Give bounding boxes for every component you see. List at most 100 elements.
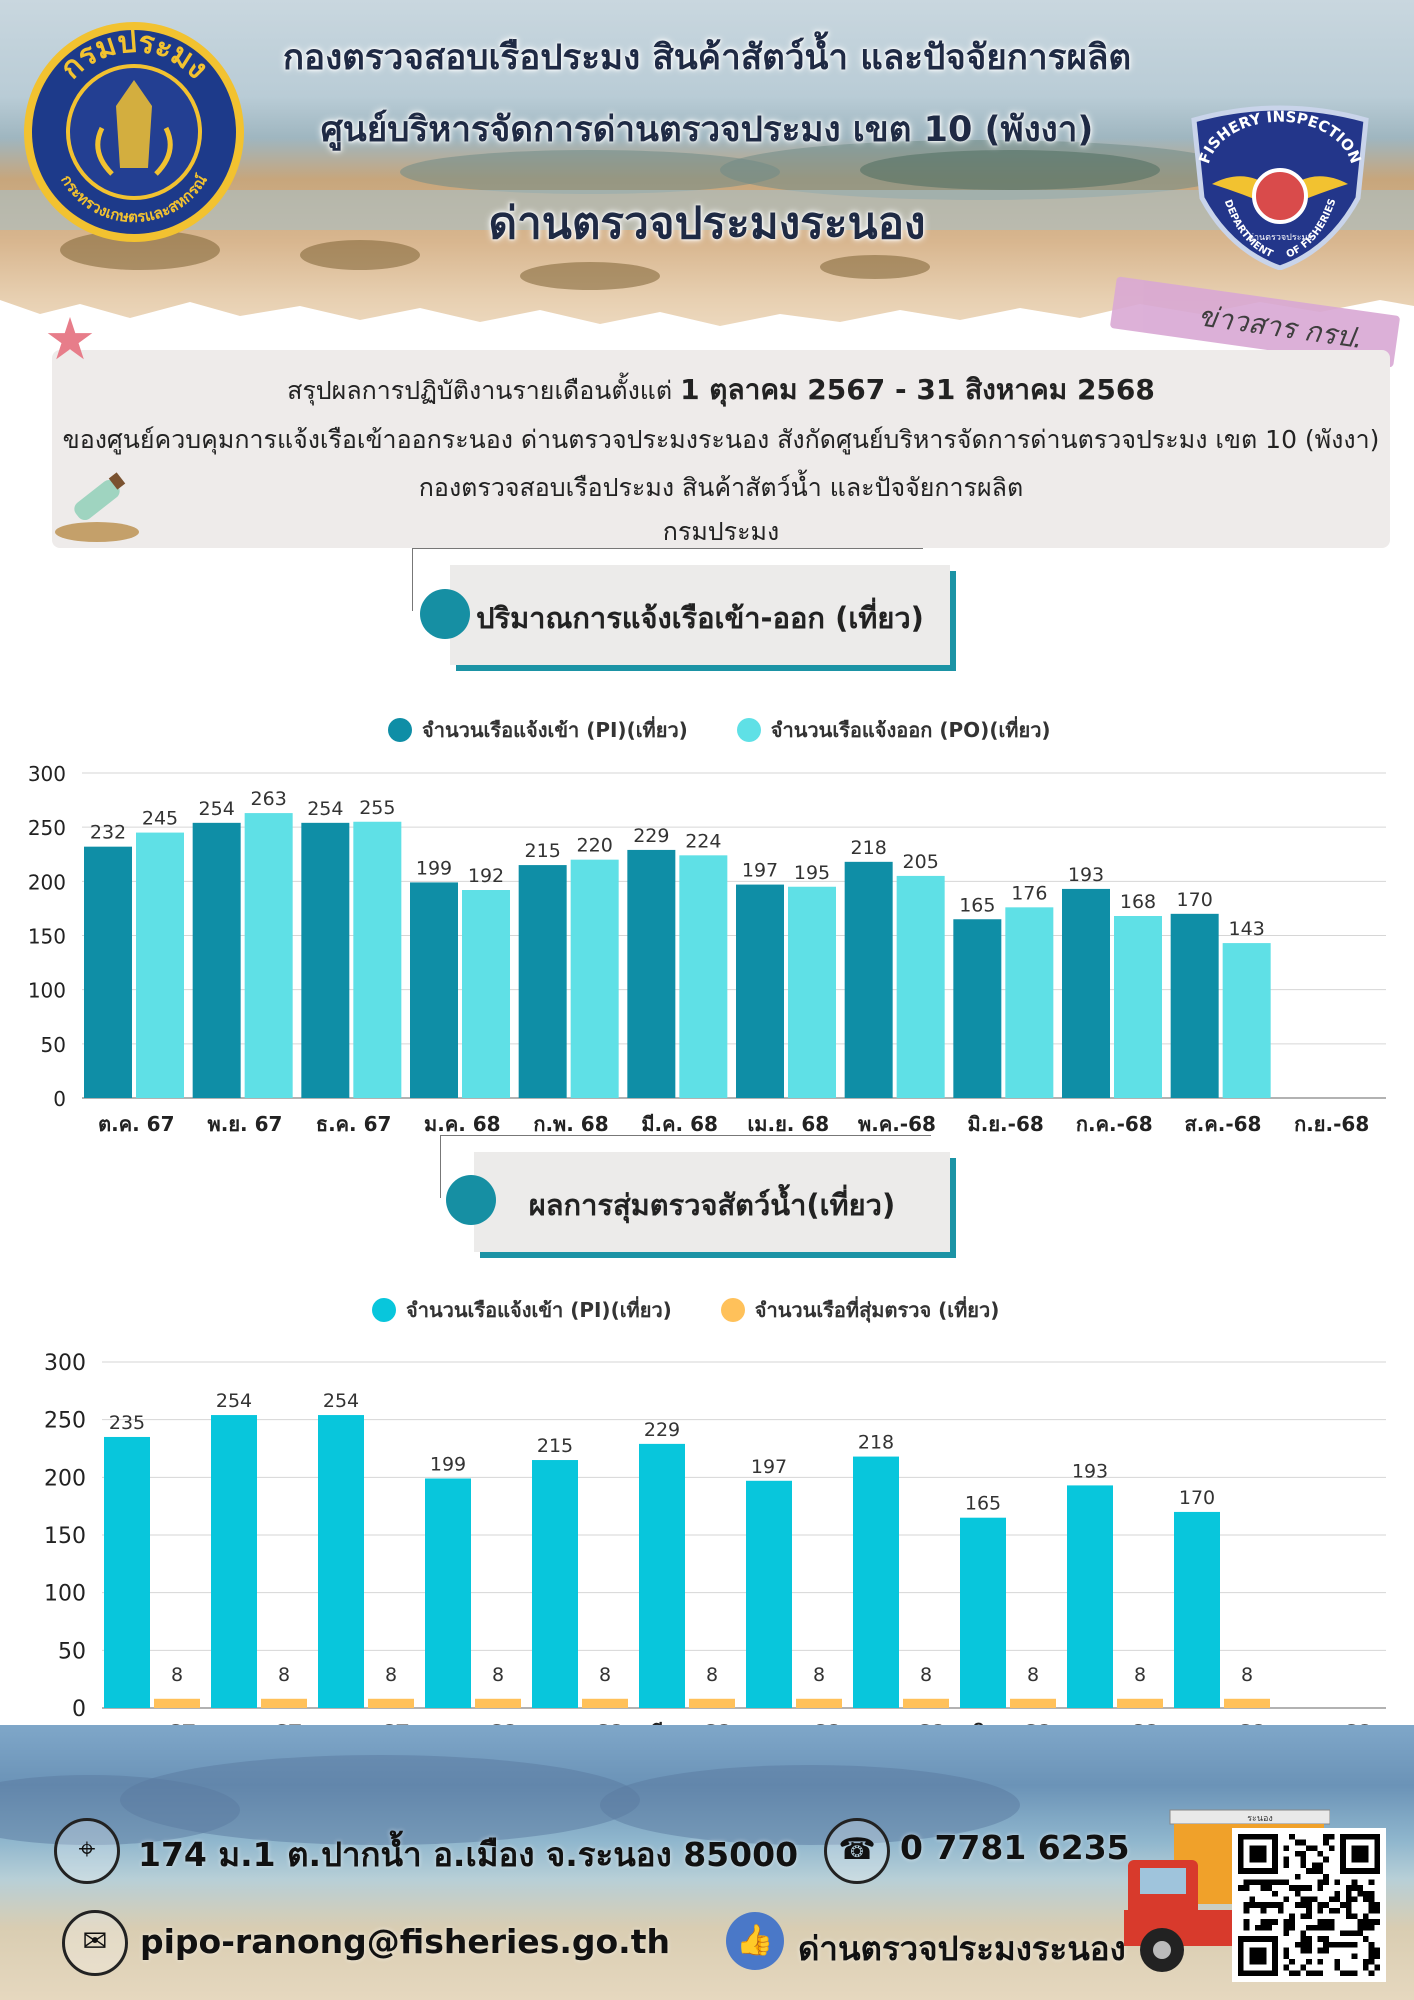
- qr-module: [1357, 1924, 1363, 1931]
- data-label: 229: [633, 825, 669, 847]
- x-tick-label: มี.ค. 68: [641, 1112, 718, 1136]
- qr-module: [1283, 1919, 1290, 1925]
- bar-a: [211, 1415, 257, 1708]
- qr-module: [1243, 1919, 1250, 1925]
- fishery-inspection-badge: FISHERY INSPECTION DEPARTMENT OF FISHERI…: [1191, 105, 1369, 270]
- qr-module: [1283, 1930, 1290, 1937]
- qr-module: [1362, 1924, 1369, 1931]
- qr-module: [1277, 1907, 1284, 1914]
- qr-module: [1266, 1902, 1273, 1908]
- data-label: 254: [307, 798, 343, 820]
- qr-module: [1374, 1907, 1380, 1914]
- qr-module: [1300, 1964, 1307, 1971]
- data-label: 199: [430, 1453, 466, 1475]
- bar-a: [318, 1415, 364, 1708]
- svg-text:ระนอง: ระนอง: [1247, 1814, 1273, 1824]
- qr-module: [1300, 1930, 1307, 1937]
- qr-module: [1300, 1896, 1307, 1903]
- qr-module: [1300, 1856, 1307, 1863]
- x-tick-label: ก.ย.-68: [1294, 1112, 1369, 1136]
- bar-b: [679, 855, 728, 1098]
- qr-module: [1351, 1885, 1358, 1891]
- qr-module: [1283, 1896, 1290, 1903]
- bar-b: [1224, 1698, 1270, 1708]
- chart-random-inspection: จำนวนเรือแจ้งเข้า (PI)(เที่ยว) จำนวนเรือ…: [0, 1280, 1414, 1750]
- qr-finder: [1249, 1947, 1267, 1965]
- bar-b: [353, 821, 402, 1098]
- data-label: 245: [142, 808, 178, 830]
- qr-module: [1374, 1919, 1380, 1925]
- qr-finder: [1249, 1845, 1267, 1863]
- qr-module: [1266, 1924, 1273, 1931]
- qr-module: [1368, 1953, 1375, 1959]
- qr-module: [1306, 1958, 1312, 1965]
- qr-module: [1328, 1845, 1335, 1852]
- data-label: 8: [1134, 1664, 1146, 1686]
- section2-title: ผลการสุ่มตรวจสัตว์น้ำ(เที่ยว): [528, 1188, 896, 1222]
- bar-a: [746, 1480, 792, 1708]
- qr-module: [1368, 1924, 1375, 1931]
- qr-module: [1300, 1839, 1307, 1846]
- qr-module: [1283, 1879, 1290, 1886]
- data-label: 8: [706, 1664, 718, 1686]
- data-label: 218: [858, 1432, 894, 1454]
- qr-module: [1323, 1873, 1329, 1880]
- qr-module: [1311, 1924, 1318, 1931]
- summary-line1: สรุปผลการปฏิบัติงานรายเดือนตั้งแต่ 1 ตุล…: [287, 373, 1155, 406]
- qr-module: [1345, 1913, 1352, 1920]
- qr-module: [1283, 1862, 1290, 1869]
- footer-facebook-page[interactable]: ด่านตรวจประมงระนอง: [798, 1929, 1126, 1968]
- qr-module: [1306, 1896, 1312, 1903]
- qr-code[interactable]: [1232, 1828, 1386, 1982]
- bar-a: [425, 1478, 471, 1708]
- chart2-legend-label-pi: จำนวนเรือแจ้งเข้า (PI)(เที่ยว): [406, 1298, 672, 1322]
- qr-module: [1272, 1890, 1278, 1897]
- qr-module: [1277, 1902, 1284, 1908]
- qr-module: [1334, 1964, 1341, 1971]
- header-title-line1: กองตรวจสอบเรือประมง สินค้าสัตว์น้ำ และปั…: [282, 38, 1132, 78]
- qr-module: [1260, 1919, 1267, 1925]
- chart1-legend: จำนวนเรือแจ้งเข้า (PI)(เที่ยว) จำนวนเรือ…: [388, 714, 1093, 746]
- facebook-like-icon[interactable]: 👍: [726, 1912, 784, 1970]
- data-label: 165: [965, 1493, 1001, 1515]
- y-tick-label: 200: [28, 870, 66, 894]
- bar-b: [570, 859, 619, 1098]
- y-tick-label: 100: [28, 979, 66, 1003]
- qr-module: [1266, 1879, 1273, 1886]
- y-tick-label: 100: [44, 1582, 86, 1607]
- qr-module: [1283, 1856, 1290, 1863]
- qr-module: [1340, 1930, 1346, 1937]
- starfish-icon: ★: [44, 305, 96, 373]
- qr-module: [1362, 1896, 1369, 1903]
- footer-phone[interactable]: 0 7781 6235: [900, 1828, 1130, 1867]
- qr-module: [1345, 1941, 1352, 1948]
- bar-b: [136, 832, 184, 1098]
- qr-module: [1243, 1885, 1250, 1891]
- footer-email[interactable]: pipo-ranong@fisheries.go.th: [140, 1922, 670, 1961]
- qr-module: [1368, 1879, 1375, 1886]
- qr-module: [1289, 1913, 1295, 1920]
- qr-module: [1351, 1941, 1358, 1948]
- phone-icon: ☎: [824, 1818, 890, 1884]
- bar-b: [1005, 907, 1054, 1098]
- data-label: 168: [1120, 891, 1156, 913]
- qr-module: [1368, 1896, 1375, 1903]
- qr-module: [1311, 1868, 1318, 1874]
- qr-module: [1374, 1947, 1380, 1954]
- qr-module: [1357, 1885, 1363, 1891]
- section1-line: [412, 548, 923, 611]
- qr-module: [1306, 1868, 1312, 1874]
- section1-title: ปริมาณการแจ้งเรือเข้า-ออก (เที่ยว): [476, 601, 924, 635]
- qr-module: [1289, 1970, 1295, 1976]
- bar-b: [1117, 1698, 1163, 1708]
- bar-b: [368, 1698, 414, 1708]
- data-label: 220: [577, 835, 613, 857]
- qr-module: [1243, 1879, 1250, 1886]
- qr-module: [1351, 1913, 1358, 1920]
- qr-module: [1351, 1970, 1358, 1976]
- bar-a: [518, 865, 567, 1098]
- qr-module: [1368, 1919, 1375, 1925]
- qr-module: [1289, 1958, 1295, 1965]
- qr-module: [1306, 1902, 1312, 1908]
- qr-module: [1238, 1885, 1244, 1891]
